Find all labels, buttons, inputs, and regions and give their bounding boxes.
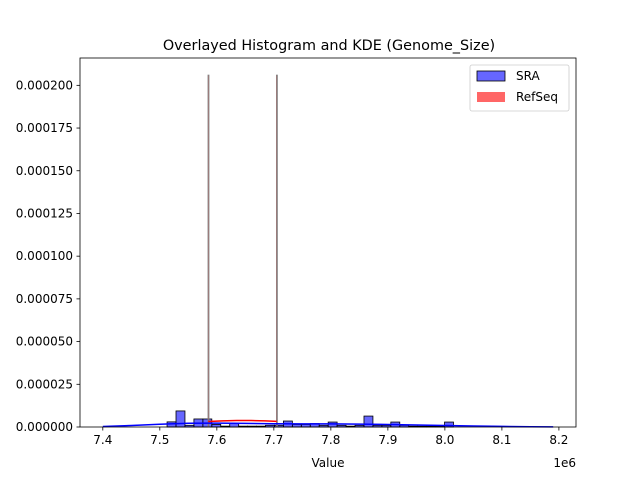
x-tick-label: 8.1 (492, 433, 511, 447)
refseq-bar (207, 74, 210, 428)
legend-label-sra: SRA (516, 69, 540, 83)
sra-bar (363, 415, 374, 428)
legend-swatch-refseq (477, 92, 505, 102)
y-tick-label: 0.000150 (16, 164, 73, 178)
sra-bar (229, 423, 240, 428)
plot-frame (79, 57, 577, 428)
x-axis-label: Value (312, 456, 345, 470)
y-axis: 0.000000 0.000025 0.000050 0.000075 0.000100… (16, 78, 80, 434)
legend: SRA RefSeq (469, 64, 570, 112)
sra-bar (175, 410, 186, 428)
x-tick-label: 8.2 (549, 433, 568, 447)
y-tick-label: 0.000175 (16, 121, 73, 135)
y-tick-label: 0.000025 (16, 377, 73, 391)
y-tick-label: 0.000075 (16, 292, 73, 306)
x-tick-label: 7.5 (150, 433, 169, 447)
x-axis: 7.4 7.5 7.6 7.7 7.8 7.9 8.0 8.1 8.2 (93, 427, 568, 447)
legend-label-refseq: RefSeq (516, 90, 558, 104)
x-tick-label: 8.0 (435, 433, 454, 447)
y-tick-label: 0.000125 (16, 206, 73, 220)
x-tick-label: 7.6 (207, 433, 226, 447)
y-tick-label: 0.000200 (16, 78, 73, 92)
refseq-bar (276, 74, 278, 428)
x-tick-label: 7.4 (93, 433, 112, 447)
refseq-kde-line (208, 419, 277, 423)
y-tick-label: 0.000000 (16, 420, 73, 434)
chart-title: Overlayed Histogram and KDE (Genome_Size… (163, 38, 495, 54)
legend-swatch-sra (476, 70, 506, 82)
x-tick-label: 7.8 (321, 433, 340, 447)
x-tick-label: 7.9 (378, 433, 397, 447)
kde-curves (102, 419, 554, 428)
x-tick-label: 7.7 (264, 433, 283, 447)
sra-kde-line (102, 422, 554, 428)
x-offset-label: 1e6 (553, 456, 576, 470)
y-tick-label: 0.000100 (16, 249, 73, 263)
refseq-bars (207, 74, 278, 428)
y-tick-label: 0.000050 (16, 335, 73, 349)
